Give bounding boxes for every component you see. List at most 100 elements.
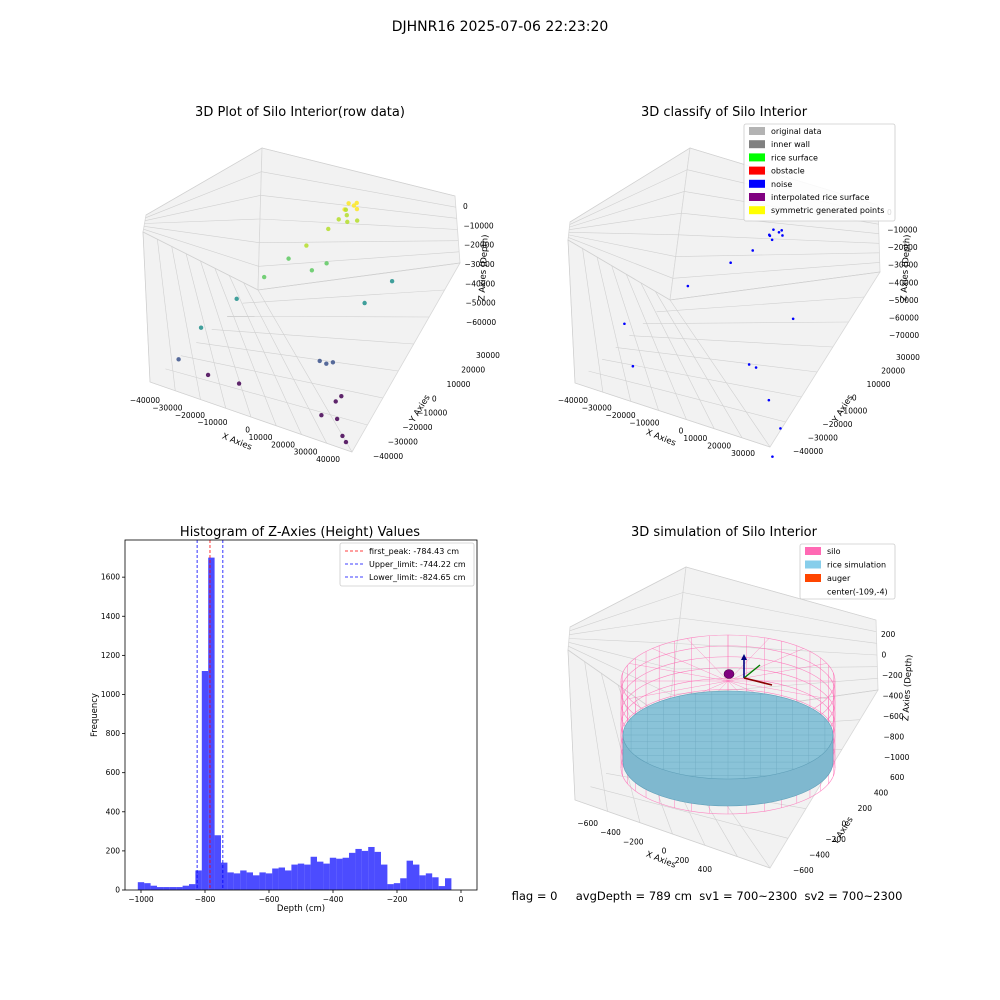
histogram-bar: [304, 864, 311, 890]
data-point: [339, 393, 344, 399]
data-point: [791, 317, 795, 321]
data-point: [354, 218, 360, 223]
x-tick-label: −400: [323, 895, 344, 904]
data-point: [334, 416, 340, 422]
histogram-bar: [195, 870, 202, 890]
tick-label: 20000: [881, 366, 905, 375]
tick-label: 30000: [896, 353, 920, 362]
tick-label: 20000: [707, 441, 731, 450]
histogram-bar: [144, 883, 151, 890]
histogram-bar: [310, 856, 317, 890]
tick-label: 0: [662, 847, 667, 856]
data-point: [205, 372, 211, 378]
histogram-bar: [400, 878, 407, 890]
tick-label: −30000: [388, 438, 418, 447]
histogram-bar: [323, 863, 330, 890]
histogram-bar: [278, 867, 285, 890]
tick-label: 200: [675, 856, 690, 865]
data-point: [779, 427, 782, 430]
tick-label: −70000: [889, 331, 919, 340]
tick-label: 0: [463, 202, 468, 211]
tick-label: 40000: [316, 455, 340, 464]
legend-label: silo: [827, 547, 841, 556]
histogram-bar: [150, 885, 157, 890]
x-axis-label: Depth (cm): [277, 904, 325, 914]
legend-label: Lower_limit: -824.65 cm: [369, 573, 466, 582]
plot-frame: [124, 539, 478, 891]
legend-label: original data: [771, 127, 822, 136]
tick-label: −400: [809, 851, 830, 860]
tick-label: −60000: [889, 313, 919, 322]
histogram-bar: [169, 887, 177, 890]
tick-label: −30000: [465, 260, 495, 269]
tick-label: 200: [881, 630, 896, 639]
legend-label: rice surface: [771, 153, 818, 162]
tick-label: −10000: [629, 419, 659, 428]
histogram-bar: [317, 861, 324, 890]
histogram-bar: [182, 885, 189, 890]
data-point: [772, 228, 775, 231]
tick-label: −600: [577, 819, 598, 828]
panel-3d-classify: 3D classify of Silo Interior −40000−3000…: [558, 105, 920, 458]
histogram-bar: [445, 878, 452, 890]
tick-label: −40000: [130, 396, 160, 405]
tick-label: −10000: [887, 226, 917, 235]
data-point: [236, 381, 242, 386]
tick-label: −10000: [417, 409, 447, 418]
data-point: [330, 360, 336, 365]
data-point: [354, 200, 359, 206]
histogram-bar: [259, 872, 266, 890]
legend-swatch: [749, 153, 765, 162]
data-point: [336, 217, 341, 222]
z-axis-label: Z Axies (Depth): [901, 654, 914, 721]
tick-label: 10000: [683, 434, 707, 443]
tick-label: −40000: [888, 278, 918, 287]
tick-label: −400: [883, 692, 904, 701]
data-point: [362, 300, 367, 306]
data-point: [324, 361, 329, 366]
tick-label: −30000: [152, 403, 182, 412]
tick-label: −20000: [402, 423, 432, 432]
histogram-bar: [406, 860, 413, 890]
histogram-bar: [329, 857, 337, 890]
y-tick-label: 1600: [101, 573, 120, 582]
panel-3d-raw-data: 3D Plot of Silo Interior(row data) −4000…: [130, 105, 500, 464]
histogram-bar: [381, 864, 388, 890]
y-tick-label: 200: [106, 846, 121, 855]
legend-label: interpolated rice surface: [771, 193, 869, 202]
histogram-bar: [214, 835, 221, 890]
data-point: [354, 206, 360, 212]
y-tick-label: 1000: [101, 690, 120, 699]
tick-label: 0: [882, 651, 887, 660]
tick-label: 200: [858, 804, 873, 813]
x-axis-label: X Axies: [644, 428, 677, 449]
tick-label: −60000: [466, 318, 496, 327]
y-tick-label: 800: [106, 729, 121, 738]
data-point: [751, 249, 755, 252]
histogram-bar: [176, 887, 183, 890]
histogram-bar: [227, 872, 234, 890]
data-point: [340, 433, 345, 439]
tick-label: −20000: [822, 420, 852, 429]
tick-label: −50000: [466, 299, 496, 308]
tick-label: −20000: [606, 411, 636, 420]
tick-label: −50000: [888, 296, 918, 305]
data-point: [729, 261, 732, 265]
tick-label: −30000: [808, 434, 838, 443]
histogram-bar: [374, 851, 381, 890]
tick-label: 10000: [867, 380, 891, 389]
tick-label: −10000: [464, 221, 494, 230]
data-point: [324, 261, 329, 266]
legend: first_peak: -784.43 cm Upper_limit: -744.…: [339, 542, 475, 587]
data-point: [261, 274, 267, 280]
tick-label: 0: [432, 394, 437, 403]
legend-swatch: [749, 166, 765, 175]
histogram-bar: [291, 864, 298, 890]
axis-arrow-x: [743, 677, 773, 686]
z-axis-label: Z Axies (Depth): [477, 234, 490, 301]
data-point: [623, 322, 626, 326]
legend-swatch: [749, 193, 765, 201]
tick-label: 10000: [249, 433, 273, 442]
histogram-bar: [265, 873, 273, 890]
data-point: [317, 358, 322, 364]
